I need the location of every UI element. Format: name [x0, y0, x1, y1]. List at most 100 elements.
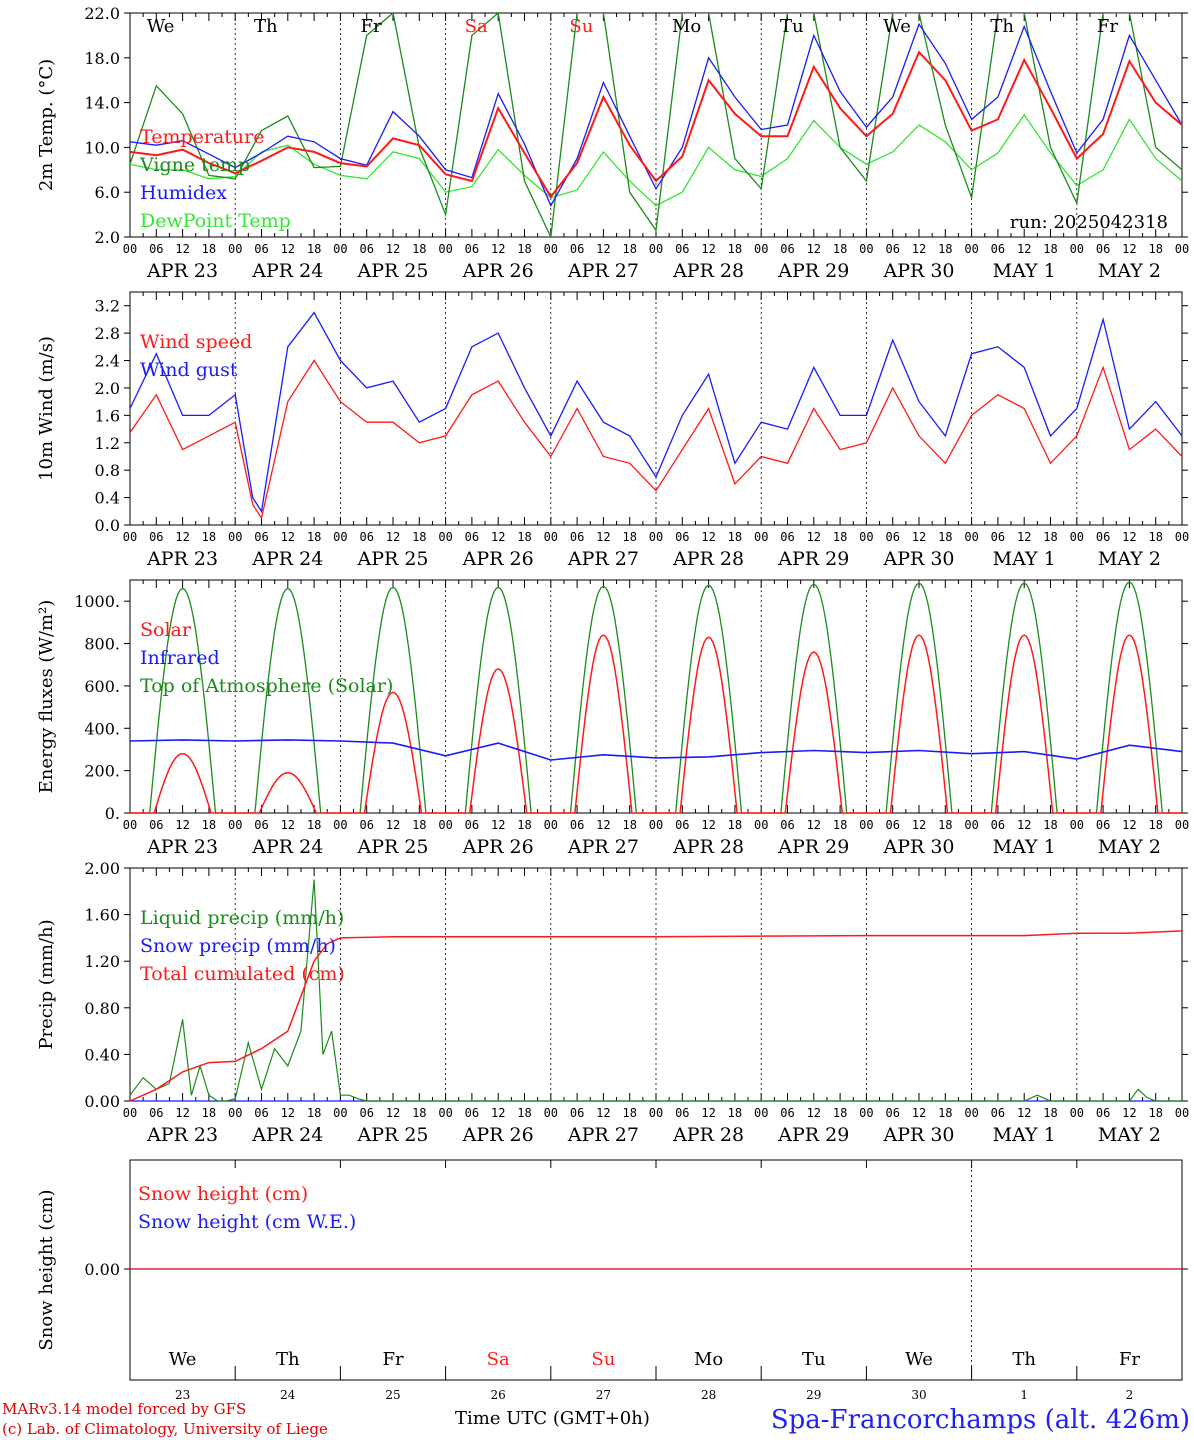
- day-number-label: 28: [701, 1388, 716, 1402]
- hour-tick-label: 18: [517, 818, 531, 832]
- date-label: APR 25: [356, 548, 428, 570]
- legend-top-of-atmosphere-solar-: Top of Atmosphere (Solar): [140, 675, 393, 697]
- solar-curve: [656, 636, 762, 814]
- hour-tick-label: 00: [964, 818, 978, 832]
- series-total-cumulated: [129, 930, 1183, 1102]
- toa-solar-curve: [656, 584, 762, 814]
- hour-tick-label: 00: [438, 818, 452, 832]
- y-axis-label: 10m Wind (m/s): [36, 336, 57, 481]
- hour-tick-label: 18: [622, 818, 636, 832]
- hour-tick-label: 18: [1148, 818, 1162, 832]
- date-label: APR 24: [251, 260, 323, 282]
- hour-tick-label: 12: [1122, 242, 1136, 256]
- day-of-week-label: Fr: [382, 1349, 403, 1370]
- hour-tick-label: 06: [465, 530, 479, 544]
- hour-tick-label: 00: [754, 242, 768, 256]
- day-of-week-label: We: [169, 1349, 197, 1370]
- day-of-week-label: Fr: [360, 16, 381, 37]
- legend-vigne-temp: Vigne temp: [139, 154, 250, 176]
- date-label: APR 26: [462, 548, 534, 570]
- solar-curve: [130, 752, 236, 814]
- temperature-lines: [130, 13, 1182, 237]
- y-tick-label: 1000.: [74, 592, 120, 611]
- hour-tick-label: 12: [596, 242, 610, 256]
- hour-tick-label: 12: [281, 242, 295, 256]
- hour-tick-label: 00: [228, 530, 242, 544]
- hour-tick-label: 06: [1096, 242, 1110, 256]
- hour-tick-label: 18: [728, 530, 742, 544]
- y-tick-label: 1.20: [84, 952, 120, 971]
- panel-energy: 00 06 12 18 APR 23 00 06 12 18 APR 24 00 06 12 18 APR …: [36, 579, 1189, 858]
- day-of-week-label: Tu: [780, 16, 804, 37]
- date-label: MAY 2: [1098, 548, 1161, 570]
- date-label: MAY 1: [993, 548, 1056, 570]
- hour-tick-label: 00: [649, 1106, 663, 1120]
- y-tick-label: 0.00: [84, 1260, 120, 1279]
- hour-tick-label: 12: [281, 530, 295, 544]
- hour-tick-label: 18: [1148, 1106, 1162, 1120]
- hour-tick-label: 00: [649, 242, 663, 256]
- hour-tick-label: 00: [964, 530, 978, 544]
- y-tick-label: 400.: [84, 719, 120, 738]
- hour-tick-label: 00: [333, 242, 347, 256]
- hour-tick-label: 06: [149, 530, 163, 544]
- date-label: APR 30: [882, 260, 954, 282]
- toa-solar-curve: [445, 586, 551, 814]
- hour-tick-label: 12: [701, 530, 715, 544]
- hour-tick-label: 18: [833, 1106, 847, 1120]
- y-axis-label: Snow height (cm): [36, 1189, 57, 1350]
- date-label: APR 28: [672, 260, 744, 282]
- hour-tick-label: 12: [807, 1106, 821, 1120]
- hour-tick-label: 00: [859, 530, 873, 544]
- hour-tick-label: 06: [780, 242, 794, 256]
- date-label: APR 26: [462, 1124, 534, 1146]
- hour-tick-label: 18: [307, 1106, 321, 1120]
- solar-curve: [340, 691, 446, 814]
- series-infrared: [129, 739, 1183, 761]
- hour-tick-label: 12: [807, 818, 821, 832]
- date-label: APR 26: [462, 260, 534, 282]
- day-of-week-label: We: [147, 16, 175, 37]
- legend-snow-precip-mm-h-: Snow precip (mm/h): [140, 935, 336, 957]
- y-tick-label: 0.4: [95, 489, 120, 508]
- y-tick-label: 1.60: [84, 906, 120, 925]
- date-label: MAY 1: [993, 836, 1056, 858]
- hour-tick-label: 18: [622, 1106, 636, 1120]
- hour-tick-label: 06: [149, 818, 163, 832]
- hour-tick-label: 06: [885, 242, 899, 256]
- hour-tick-label: 18: [728, 1106, 742, 1120]
- solar-curve: [1076, 634, 1182, 814]
- date-label: APR 27: [567, 260, 639, 282]
- date-label: APR 29: [777, 260, 849, 282]
- day-of-week-label: Fr: [1097, 16, 1118, 37]
- hour-tick-label: 06: [675, 242, 689, 256]
- hour-tick-label: 00: [123, 242, 137, 256]
- toa-solar-curve: [235, 587, 341, 814]
- hour-tick-label: 06: [991, 530, 1005, 544]
- day-of-week-label: Mo: [672, 16, 701, 37]
- day-number-label: 1: [1020, 1388, 1028, 1402]
- date-label: APR 30: [882, 836, 954, 858]
- toa-solar-curve: [971, 582, 1077, 814]
- panel-wind: 00 06 12 18 APR 23 00 06 12 18 APR 24 00 06 12 18 APR …: [36, 291, 1189, 570]
- series-temperature: [130, 50, 1182, 199]
- run-label: run: 2025042318: [1010, 212, 1168, 233]
- y-tick-label: 0.8: [95, 461, 120, 480]
- hour-tick-label: 00: [964, 242, 978, 256]
- series-dewpoint-temp: [130, 113, 1182, 207]
- date-label: APR 23: [146, 548, 218, 570]
- hour-tick-label: 12: [386, 1106, 400, 1120]
- hour-tick-label: 06: [1096, 818, 1110, 832]
- hour-tick-label: 18: [938, 242, 952, 256]
- date-label: APR 30: [882, 548, 954, 570]
- hour-tick-label: 00: [754, 1106, 768, 1120]
- hour-tick-label: 12: [1017, 1106, 1031, 1120]
- hour-tick-label: 00: [859, 242, 873, 256]
- toa-solar-curve: [1076, 581, 1182, 814]
- day-of-week-label: Mo: [694, 1349, 723, 1370]
- y-axis-label: Energy fluxes (W/m²): [36, 600, 57, 794]
- hour-tick-label: 00: [1070, 242, 1084, 256]
- hour-tick-label: 06: [570, 1106, 584, 1120]
- date-label: APR 25: [356, 1124, 428, 1146]
- hour-tick-label: 18: [202, 530, 216, 544]
